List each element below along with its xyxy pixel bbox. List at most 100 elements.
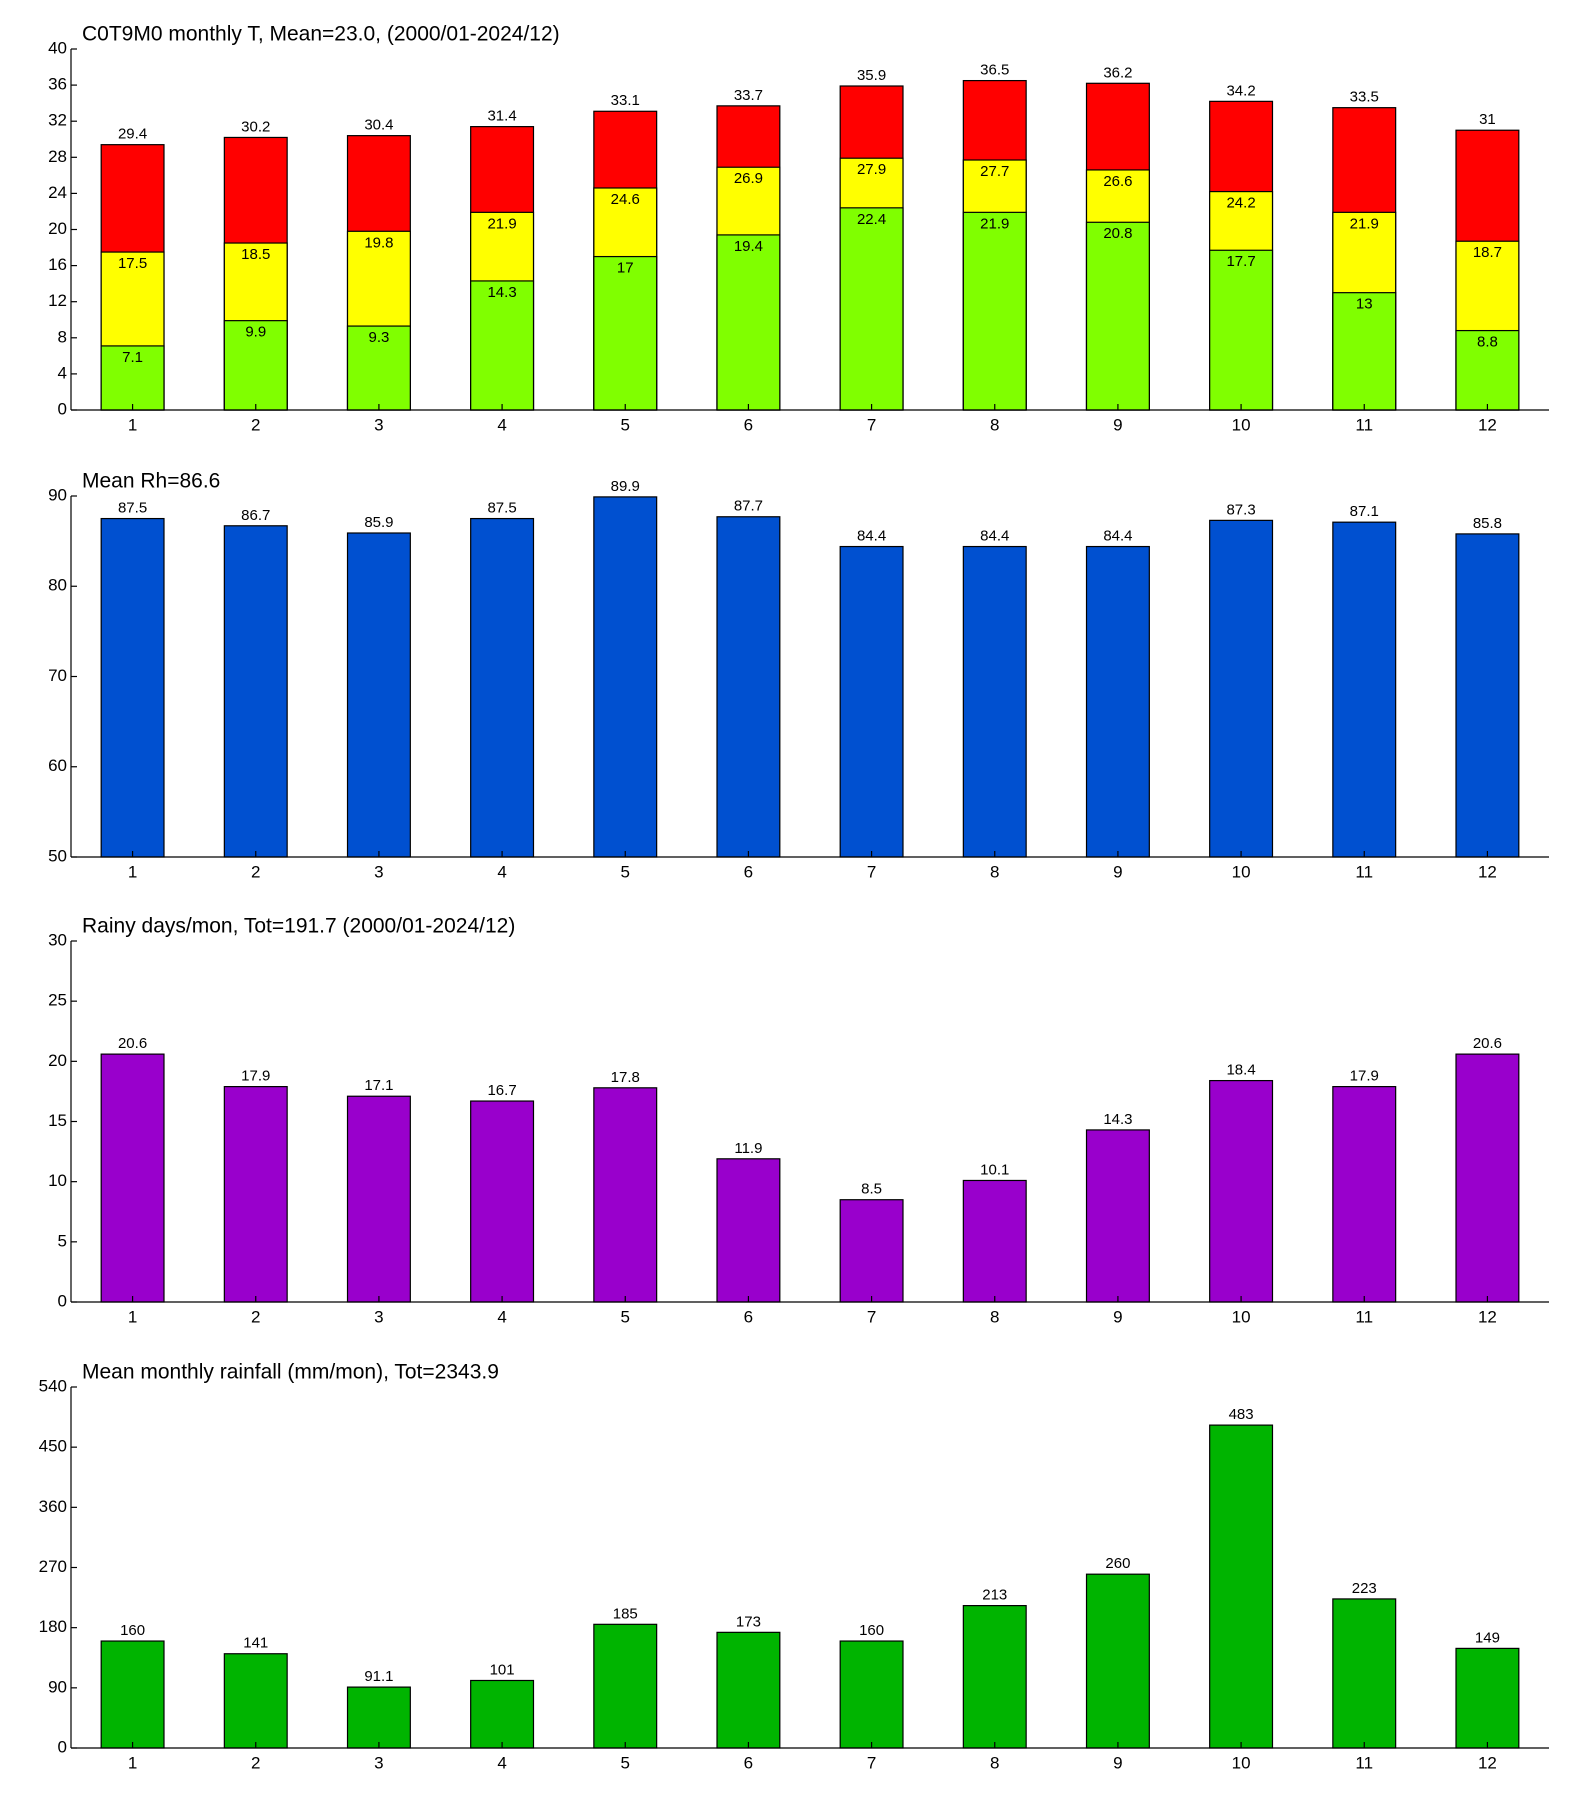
bar (1209, 249, 1274, 411)
value-label: 89.9 (611, 478, 640, 495)
bar (962, 545, 1027, 858)
bar (1085, 1573, 1150, 1749)
x-tick-label: 10 (1232, 1307, 1251, 1326)
bar (346, 532, 411, 858)
value-label: 10.1 (980, 1161, 1009, 1178)
y-tick-label: 30 (48, 930, 67, 949)
x-tick-label: 1 (128, 1307, 137, 1326)
value-label: 223 (1352, 1580, 1377, 1597)
bar (839, 1199, 904, 1303)
value-label: 7.1 (122, 349, 143, 366)
value-label: 34.2 (1226, 82, 1255, 99)
value-label: 33.1 (611, 92, 640, 109)
bar (470, 280, 535, 411)
bar (470, 1100, 535, 1303)
x-tick-label: 6 (744, 862, 753, 881)
x-tick-label: 4 (497, 1753, 506, 1772)
value-label: 84.4 (857, 528, 886, 545)
x-tick-label: 4 (497, 862, 506, 881)
y-tick-label: 20 (48, 219, 67, 238)
x-tick-label: 6 (744, 1307, 753, 1326)
value-label: 86.7 (241, 507, 270, 524)
bar (100, 345, 165, 411)
x-tick-label: 3 (374, 415, 383, 434)
value-label: 17.8 (611, 1069, 640, 1086)
bar (839, 207, 904, 411)
x-tick-label: 5 (621, 415, 630, 434)
value-label: 91.1 (364, 1668, 393, 1685)
value-label: 22.4 (857, 211, 886, 228)
value-label: 87.1 (1350, 503, 1379, 520)
value-label: 35.9 (857, 67, 886, 84)
value-label: 18.5 (241, 246, 270, 263)
value-label: 17.5 (118, 255, 147, 272)
y-tick-label: 0 (58, 399, 67, 418)
x-tick-label: 10 (1232, 415, 1251, 434)
bar (1455, 533, 1520, 858)
x-tick-label: 3 (374, 862, 383, 881)
value-label: 36.2 (1103, 64, 1132, 81)
x-tick-label: 6 (744, 1753, 753, 1772)
value-label: 18.7 (1473, 244, 1502, 261)
value-label: 30.4 (364, 117, 393, 134)
value-label: 84.4 (980, 528, 1009, 545)
bar (1455, 1053, 1520, 1303)
x-tick-label: 3 (374, 1307, 383, 1326)
x-tick-label: 9 (1113, 415, 1122, 434)
bar (100, 1053, 165, 1303)
y-tick-label: 90 (48, 485, 67, 504)
y-tick-label: 50 (48, 846, 67, 865)
y-tick-label: 80 (48, 576, 67, 595)
value-label: 483 (1229, 1406, 1254, 1423)
value-label: 87.3 (1226, 501, 1255, 518)
y-tick-label: 40 (48, 38, 67, 57)
value-label: 87.5 (118, 500, 147, 517)
x-tick-label: 2 (251, 862, 260, 881)
y-tick-label: 16 (48, 255, 67, 274)
bar (223, 320, 288, 411)
x-tick-label: 8 (990, 1753, 999, 1772)
x-tick-label: 1 (128, 415, 137, 434)
bar (1209, 1079, 1274, 1303)
bar (716, 1158, 781, 1303)
x-tick-label: 5 (621, 862, 630, 881)
bar (100, 1640, 165, 1749)
value-label: 173 (736, 1613, 761, 1630)
x-tick-label: 2 (251, 1753, 260, 1772)
bar (1209, 1424, 1274, 1749)
bar (346, 1686, 411, 1749)
chart-title: Mean monthly rainfall (mm/mon), Tot=2343… (82, 1361, 499, 1384)
value-label: 29.4 (118, 126, 147, 143)
x-tick-label: 12 (1478, 1307, 1497, 1326)
value-label: 14.3 (487, 284, 516, 301)
y-tick-label: 20 (48, 1051, 67, 1070)
value-label: 11.9 (734, 1140, 762, 1157)
value-label: 8.8 (1477, 334, 1498, 351)
x-tick-label: 5 (621, 1307, 630, 1326)
value-label: 21.9 (980, 215, 1009, 232)
value-label: 9.3 (368, 329, 389, 346)
bar (839, 545, 904, 858)
y-tick-label: 36 (48, 75, 67, 94)
x-tick-label: 8 (990, 862, 999, 881)
value-label: 17.7 (1226, 253, 1255, 270)
x-tick-label: 12 (1478, 1753, 1497, 1772)
value-label: 101 (490, 1661, 515, 1678)
bar (1455, 329, 1520, 411)
value-label: 20.6 (1473, 1035, 1502, 1052)
value-label: 85.8 (1473, 515, 1502, 532)
value-label: 17.1 (364, 1077, 393, 1094)
x-tick-label: 11 (1355, 1307, 1373, 1326)
chart-title: Rainy days/mon, Tot=191.7 (2000/01-2024/… (82, 915, 515, 938)
y-tick-label: 70 (48, 666, 67, 685)
y-tick-label: 60 (48, 756, 67, 775)
bar (1085, 1129, 1150, 1303)
x-tick-label: 11 (1355, 1753, 1373, 1772)
value-label: 16.7 (487, 1082, 516, 1099)
y-tick-label: 28 (48, 147, 67, 166)
y-tick-label: 540 (39, 1376, 67, 1395)
value-label: 85.9 (364, 514, 393, 531)
value-label: 160 (120, 1622, 145, 1639)
value-label: 87.7 (734, 498, 763, 515)
bar (593, 255, 658, 411)
